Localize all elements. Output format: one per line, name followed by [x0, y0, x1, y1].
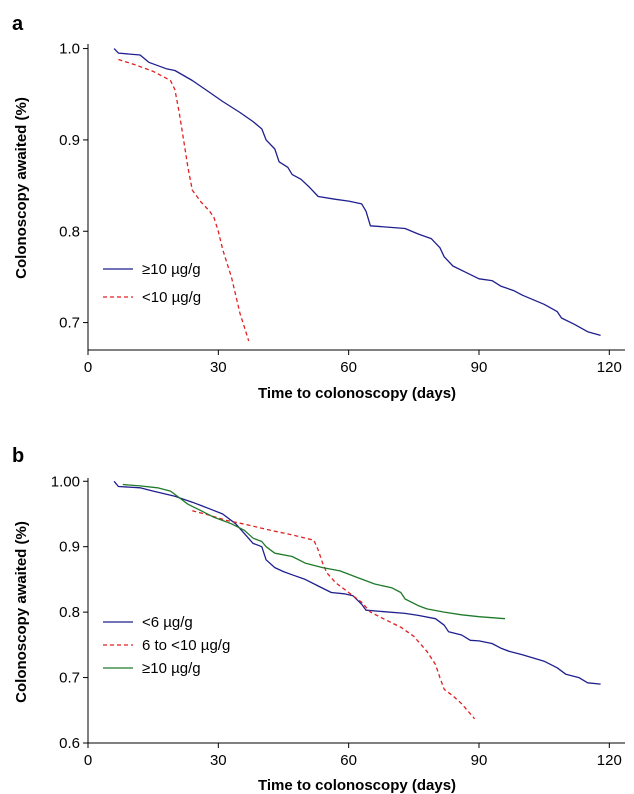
x-tick-label: 0	[84, 752, 92, 769]
y-tick-label: 0.8	[59, 604, 80, 621]
legend-a-label-ge10: ≥10 µg/g	[142, 261, 201, 278]
panel-b-series	[113, 480, 601, 720]
panel-b-y-ticks: 0.6 0.7 0.8 0.9 1.00	[51, 473, 88, 752]
x-tick-label: 0	[84, 359, 92, 376]
y-tick-label: 0.6	[59, 735, 80, 752]
legend-a-label-lt10: <10 µg/g	[142, 289, 201, 306]
panel-a-x-axis-title: Time to colonoscopy (days)	[258, 385, 456, 402]
series-line	[118, 58, 250, 342]
y-tick-label: 1.00	[51, 473, 80, 490]
panel-b-label: b	[12, 445, 24, 467]
legend-b-label-ge10: ≥10 µg/g	[142, 660, 201, 677]
panel-b-legend: <6 µg/g 6 to <10 µg/g ≥10 µg/g	[103, 614, 230, 677]
y-tick-label: 0.9	[59, 539, 80, 556]
legend-b-label-6to10: 6 to <10 µg/g	[142, 637, 230, 654]
panel-b-y-axis-title: Colonoscopy awaited (%)	[13, 521, 30, 703]
y-tick-label: 0.9	[59, 132, 80, 149]
y-tick-label: 0.7	[59, 315, 80, 332]
x-tick-label: 30	[210, 359, 227, 376]
x-tick-label: 30	[210, 752, 227, 769]
panel-b-x-axis-title: Time to colonoscopy (days)	[258, 777, 456, 794]
series-line	[122, 483, 506, 620]
y-tick-label: 0.7	[59, 670, 80, 687]
x-tick-label: 120	[597, 359, 622, 376]
panel-a-y-ticks: 0.7 0.8 0.9 1.0	[59, 41, 88, 332]
x-tick-label: 60	[340, 359, 357, 376]
legend-b-label-lt6: <6 µg/g	[142, 614, 193, 631]
panel-a-x-ticks: 0 30 60 90 120	[84, 350, 622, 376]
series-line	[113, 48, 601, 337]
panel-a-chart: a Colonoscopy awaited (%) Time to colono…	[12, 13, 625, 402]
x-tick-label: 90	[471, 752, 488, 769]
panel-a-y-axis-title: Colonoscopy awaited (%)	[13, 97, 30, 279]
panel-a-series	[113, 48, 601, 342]
y-tick-label: 0.8	[59, 223, 80, 240]
panel-b-chart: b Colonoscopy awaited (%) Time to colono…	[12, 445, 625, 794]
series-line	[113, 480, 601, 685]
x-tick-label: 60	[340, 752, 357, 769]
panel-a-legend: ≥10 µg/g <10 µg/g	[103, 261, 201, 306]
panel-a-label: a	[12, 13, 24, 35]
y-tick-label: 1.0	[59, 41, 80, 58]
x-tick-label: 90	[471, 359, 488, 376]
panel-b-x-ticks: 0 30 60 90 120	[84, 743, 622, 769]
series-line	[192, 510, 476, 720]
x-tick-label: 120	[597, 752, 622, 769]
